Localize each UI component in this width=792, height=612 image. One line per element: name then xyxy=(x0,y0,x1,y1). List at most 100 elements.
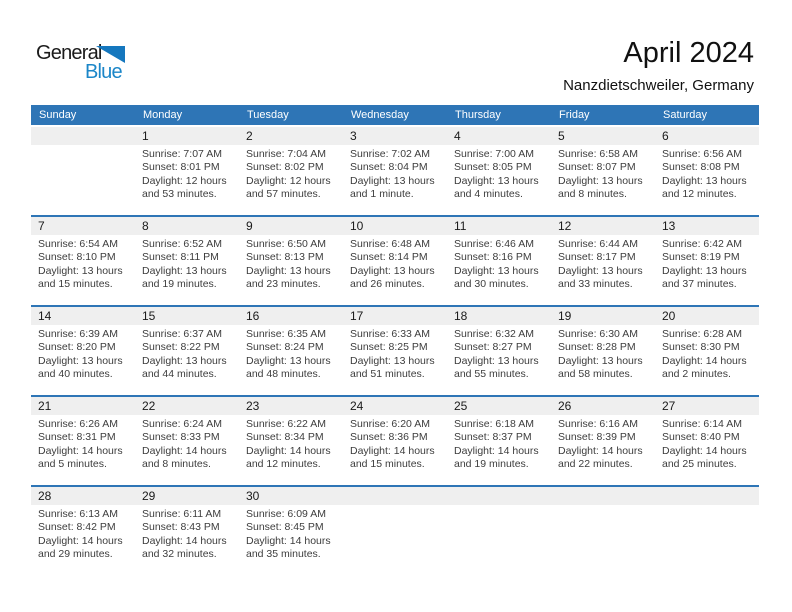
day-details: Sunrise: 6:32 AM Sunset: 8:27 PM Daylight:… xyxy=(447,325,551,382)
day-number: 20 xyxy=(655,307,759,325)
daylight-text-line1: Daylight: 13 hours xyxy=(142,264,227,277)
daylight-text-line1: Daylight: 13 hours xyxy=(662,264,747,277)
day-details: Sunrise: 6:37 AM Sunset: 8:22 PM Daylight:… xyxy=(135,325,239,382)
day-details: Sunrise: 6:44 AM Sunset: 8:17 PM Daylight:… xyxy=(551,235,655,292)
day-number: 1 xyxy=(135,127,239,145)
calendar-day-cell: 8 Sunrise: 6:52 AM Sunset: 8:11 PM Daylight… xyxy=(135,217,239,305)
calendar-day-cell: 17 Sunrise: 6:33 AM Sunset: 8:25 PM Dayligh… xyxy=(343,307,447,395)
day-details: Sunrise: 6:24 AM Sunset: 8:33 PM Daylight:… xyxy=(135,415,239,472)
daylight-text-line2: and 33 minutes. xyxy=(558,278,633,291)
day-number: 3 xyxy=(343,127,447,145)
weekday-header-cell: Saturday xyxy=(663,109,708,121)
sunrise-text: Sunrise: 6:16 AM xyxy=(558,418,638,430)
day-number: 29 xyxy=(135,487,239,505)
day-details: Sunrise: 6:13 AM Sunset: 8:42 PM Daylight:… xyxy=(31,505,135,562)
daylight-text-line2: and 30 minutes. xyxy=(454,278,529,291)
day-number: 7 xyxy=(31,217,135,235)
day-details: Sunrise: 6:39 AM Sunset: 8:20 PM Daylight:… xyxy=(31,325,135,382)
daylight-text-line1: Daylight: 14 hours xyxy=(38,444,123,457)
daylight-text-line2: and 15 minutes. xyxy=(38,278,113,291)
day-details: Sunrise: 6:33 AM Sunset: 8:25 PM Daylight:… xyxy=(343,325,447,382)
sunset-text: Sunset: 8:43 PM xyxy=(142,521,220,534)
day-details xyxy=(447,505,551,508)
calendar-day-cell: 4 Sunrise: 7:00 AM Sunset: 8:05 PM Daylight… xyxy=(447,127,551,215)
week-row: 7 Sunrise: 6:54 AM Sunset: 8:10 PM Daylight… xyxy=(31,215,759,305)
day-number: 21 xyxy=(31,397,135,415)
sunrise-text: Sunrise: 6:14 AM xyxy=(662,418,742,430)
daylight-text-line2: and 53 minutes. xyxy=(142,188,217,201)
sunset-text: Sunset: 8:25 PM xyxy=(350,341,428,354)
weekday-header-cell: Friday xyxy=(559,109,590,121)
sunset-text: Sunset: 8:02 PM xyxy=(246,161,324,174)
calendar-day-cell: 21 Sunrise: 6:26 AM Sunset: 8:31 PM Dayligh… xyxy=(31,397,135,485)
daylight-text-line2: and 4 minutes. xyxy=(454,188,523,201)
sunset-text: Sunset: 8:42 PM xyxy=(38,521,116,534)
calendar-empty-cell xyxy=(551,487,655,575)
day-number: 4 xyxy=(447,127,551,145)
day-details: Sunrise: 6:50 AM Sunset: 8:13 PM Daylight:… xyxy=(239,235,343,292)
daylight-text-line2: and 19 minutes. xyxy=(142,278,217,291)
day-number: 22 xyxy=(135,397,239,415)
calendar-day-cell: 26 Sunrise: 6:16 AM Sunset: 8:39 PM Dayligh… xyxy=(551,397,655,485)
daylight-text-line1: Daylight: 13 hours xyxy=(454,354,539,367)
daylight-text-line2: and 35 minutes. xyxy=(246,548,321,561)
daylight-text-line2: and 37 minutes. xyxy=(662,278,737,291)
day-number: 18 xyxy=(447,307,551,325)
daylight-text-line1: Daylight: 14 hours xyxy=(558,444,643,457)
sunrise-text: Sunrise: 6:42 AM xyxy=(662,238,742,250)
daylight-text-line2: and 32 minutes. xyxy=(142,548,217,561)
calendar-empty-cell xyxy=(447,487,551,575)
daylight-text-line2: and 26 minutes. xyxy=(350,278,425,291)
daylight-text-line2: and 58 minutes. xyxy=(558,368,633,381)
calendar-day-cell: 20 Sunrise: 6:28 AM Sunset: 8:30 PM Dayligh… xyxy=(655,307,759,395)
day-number: 8 xyxy=(135,217,239,235)
day-details: Sunrise: 6:16 AM Sunset: 8:39 PM Daylight:… xyxy=(551,415,655,472)
daylight-text-line1: Daylight: 14 hours xyxy=(38,534,123,547)
sunset-text: Sunset: 8:37 PM xyxy=(454,431,532,444)
sunset-text: Sunset: 8:22 PM xyxy=(142,341,220,354)
day-details: Sunrise: 6:35 AM Sunset: 8:24 PM Daylight:… xyxy=(239,325,343,382)
daylight-text-line1: Daylight: 13 hours xyxy=(350,174,435,187)
sunrise-text: Sunrise: 7:02 AM xyxy=(350,148,430,160)
daylight-text-line1: Daylight: 13 hours xyxy=(350,354,435,367)
logo-text-blue: Blue xyxy=(85,61,123,83)
calendar-day-cell: 13 Sunrise: 6:42 AM Sunset: 8:19 PM Dayligh… xyxy=(655,217,759,305)
sunrise-text: Sunrise: 6:13 AM xyxy=(38,508,118,520)
sunrise-text: Sunrise: 6:37 AM xyxy=(142,328,222,340)
daylight-text-line2: and 29 minutes. xyxy=(38,548,113,561)
sunset-text: Sunset: 8:30 PM xyxy=(662,341,740,354)
daylight-text-line2: and 1 minute. xyxy=(350,188,414,201)
sunset-text: Sunset: 8:08 PM xyxy=(662,161,740,174)
sunset-text: Sunset: 8:27 PM xyxy=(454,341,532,354)
weekday-header-cell: Tuesday xyxy=(247,109,289,121)
calendar-day-cell: 19 Sunrise: 6:30 AM Sunset: 8:28 PM Dayligh… xyxy=(551,307,655,395)
calendar-day-cell: 30 Sunrise: 6:09 AM Sunset: 8:45 PM Dayligh… xyxy=(239,487,343,575)
calendar-day-cell: 5 Sunrise: 6:58 AM Sunset: 8:07 PM Daylight… xyxy=(551,127,655,215)
sunset-text: Sunset: 8:05 PM xyxy=(454,161,532,174)
sunset-text: Sunset: 8:10 PM xyxy=(38,251,116,264)
weekday-header-cell: Monday xyxy=(143,109,183,121)
calendar-day-cell: 18 Sunrise: 6:32 AM Sunset: 8:27 PM Dayligh… xyxy=(447,307,551,395)
day-number xyxy=(343,487,447,505)
sunset-text: Sunset: 8:04 PM xyxy=(350,161,428,174)
sunrise-text: Sunrise: 6:39 AM xyxy=(38,328,118,340)
sunrise-text: Sunrise: 6:33 AM xyxy=(350,328,430,340)
sunrise-text: Sunrise: 7:04 AM xyxy=(246,148,326,160)
sunrise-text: Sunrise: 6:35 AM xyxy=(246,328,326,340)
day-details: Sunrise: 6:42 AM Sunset: 8:19 PM Daylight:… xyxy=(655,235,759,292)
day-number: 24 xyxy=(343,397,447,415)
calendar-day-cell: 3 Sunrise: 7:02 AM Sunset: 8:04 PM Daylight… xyxy=(343,127,447,215)
sunset-text: Sunset: 8:34 PM xyxy=(246,431,324,444)
calendar-day-cell: 12 Sunrise: 6:44 AM Sunset: 8:17 PM Dayligh… xyxy=(551,217,655,305)
sunset-text: Sunset: 8:14 PM xyxy=(350,251,428,264)
day-number: 26 xyxy=(551,397,655,415)
calendar-day-cell: 24 Sunrise: 6:20 AM Sunset: 8:36 PM Dayligh… xyxy=(343,397,447,485)
sunset-text: Sunset: 8:17 PM xyxy=(558,251,636,264)
sunset-text: Sunset: 8:20 PM xyxy=(38,341,116,354)
sunset-text: Sunset: 8:33 PM xyxy=(142,431,220,444)
sunrise-text: Sunrise: 6:58 AM xyxy=(558,148,638,160)
daylight-text-line1: Daylight: 14 hours xyxy=(454,444,539,457)
day-details: Sunrise: 6:26 AM Sunset: 8:31 PM Daylight:… xyxy=(31,415,135,472)
sunrise-text: Sunrise: 6:18 AM xyxy=(454,418,534,430)
daylight-text-line1: Daylight: 13 hours xyxy=(558,354,643,367)
